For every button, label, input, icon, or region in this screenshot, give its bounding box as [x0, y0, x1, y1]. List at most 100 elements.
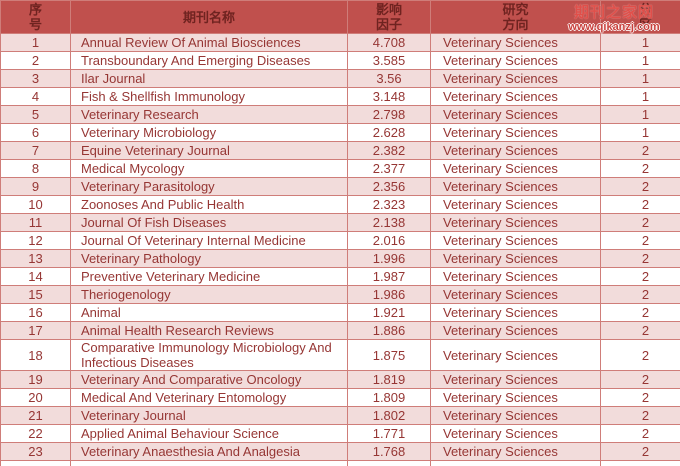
cell-journal-name: Veterinary Journal — [70, 406, 348, 425]
cell-journal-name: Animal — [70, 303, 348, 322]
table-header-row: 序 号 期刊名称 影响 因子 研究 方向 分 区 — [0, 0, 680, 34]
cell-index: 12 — [0, 231, 71, 250]
cell-research-field: Veterinary Sciences — [430, 195, 601, 214]
cell-zone: 2 — [600, 442, 680, 461]
table-row: 15 Theriogenology 1.986 Veterinary Scien… — [0, 285, 680, 304]
cell-index: 11 — [0, 213, 71, 232]
cell-impact-factor: 3.56 — [347, 69, 431, 88]
cell-impact-factor: 1.809 — [347, 388, 431, 407]
table-row: 6 Veterinary Microbiology 2.628 Veterina… — [0, 123, 680, 142]
table-row: 17 Animal Health Research Reviews 1.886 … — [0, 321, 680, 340]
cell-empty — [600, 460, 680, 466]
cell-impact-factor: 1.921 — [347, 303, 431, 322]
cell-impact-factor: 3.148 — [347, 87, 431, 106]
cell-index: 14 — [0, 267, 71, 286]
cell-impact-factor: 2.138 — [347, 213, 431, 232]
cell-research-field: Veterinary Sciences — [430, 442, 601, 461]
cell-research-field: Veterinary Sciences — [430, 424, 601, 443]
table-row: 3 Ilar Journal 3.56 Veterinary Sciences … — [0, 69, 680, 88]
cell-journal-name: Theriogenology — [70, 285, 348, 304]
table-row: 11 Journal Of Fish Diseases 2.138 Veteri… — [0, 213, 680, 232]
cell-zone: 2 — [600, 424, 680, 443]
cell-research-field: Veterinary Sciences — [430, 303, 601, 322]
cell-index: 2 — [0, 51, 71, 70]
cell-research-field: Veterinary Sciences — [430, 177, 601, 196]
table-row: 8 Medical Mycology 2.377 Veterinary Scie… — [0, 159, 680, 178]
cell-zone: 2 — [600, 267, 680, 286]
cell-journal-name: Applied Animal Behaviour Science — [70, 424, 348, 443]
cell-zone: 2 — [600, 177, 680, 196]
column-header-zone: 分 区 — [600, 0, 680, 34]
cell-zone: 2 — [600, 213, 680, 232]
cell-index: 4 — [0, 87, 71, 106]
cell-impact-factor: 2.016 — [347, 231, 431, 250]
cell-impact-factor: 2.323 — [347, 195, 431, 214]
cell-research-field: Veterinary Sciences — [430, 33, 601, 52]
cell-journal-name: Veterinary Anaesthesia And Analgesia — [70, 442, 348, 461]
table-row: 9 Veterinary Parasitology 2.356 Veterina… — [0, 177, 680, 196]
cell-journal-name: Comparative Immunology Microbiology And … — [70, 339, 348, 371]
cell-empty — [347, 460, 431, 466]
cell-journal-name: Preventive Veterinary Medicine — [70, 267, 348, 286]
cell-zone: 2 — [600, 388, 680, 407]
cell-index: 7 — [0, 141, 71, 160]
cell-journal-name: Transboundary And Emerging Diseases — [70, 51, 348, 70]
cell-impact-factor: 2.382 — [347, 141, 431, 160]
cell-research-field: Veterinary Sciences — [430, 87, 601, 106]
cell-zone: 2 — [600, 141, 680, 160]
cell-impact-factor: 1.987 — [347, 267, 431, 286]
table-row: 23 Veterinary Anaesthesia And Analgesia … — [0, 442, 680, 461]
cell-impact-factor: 1.996 — [347, 249, 431, 268]
cell-index: 8 — [0, 159, 71, 178]
cell-zone: 2 — [600, 321, 680, 340]
cell-journal-name: Animal Health Research Reviews — [70, 321, 348, 340]
cell-journal-name: Veterinary Pathology — [70, 249, 348, 268]
cell-impact-factor: 1.875 — [347, 339, 431, 371]
table-row: 18 Comparative Immunology Microbiology A… — [0, 339, 680, 371]
cell-zone: 2 — [600, 195, 680, 214]
table-row-partial — [0, 460, 680, 466]
cell-zone: 2 — [600, 249, 680, 268]
cell-research-field: Veterinary Sciences — [430, 213, 601, 232]
cell-index: 15 — [0, 285, 71, 304]
cell-research-field: Veterinary Sciences — [430, 370, 601, 389]
cell-index: 22 — [0, 424, 71, 443]
cell-index: 23 — [0, 442, 71, 461]
cell-research-field: Veterinary Sciences — [430, 285, 601, 304]
column-header-research-field: 研究 方向 — [430, 0, 601, 34]
cell-research-field: Veterinary Sciences — [430, 231, 601, 250]
cell-zone: 1 — [600, 105, 680, 124]
cell-research-field: Veterinary Sciences — [430, 123, 601, 142]
cell-research-field: Veterinary Sciences — [430, 249, 601, 268]
cell-research-field: Veterinary Sciences — [430, 159, 601, 178]
cell-empty — [0, 460, 71, 466]
cell-zone: 2 — [600, 370, 680, 389]
cell-index: 21 — [0, 406, 71, 425]
cell-journal-name: Veterinary And Comparative Oncology — [70, 370, 348, 389]
cell-zone: 2 — [600, 159, 680, 178]
cell-journal-name: Fish & Shellfish Immunology — [70, 87, 348, 106]
cell-journal-name: Veterinary Parasitology — [70, 177, 348, 196]
cell-index: 3 — [0, 69, 71, 88]
cell-research-field: Veterinary Sciences — [430, 141, 601, 160]
table-row: 4 Fish & Shellfish Immunology 3.148 Vete… — [0, 87, 680, 106]
cell-journal-name: Veterinary Research — [70, 105, 348, 124]
cell-journal-name: Journal Of Fish Diseases — [70, 213, 348, 232]
cell-impact-factor: 2.798 — [347, 105, 431, 124]
table-header: 序 号 期刊名称 影响 因子 研究 方向 分 区 — [0, 0, 680, 34]
column-header-journal-name: 期刊名称 — [70, 0, 348, 34]
cell-impact-factor: 2.628 — [347, 123, 431, 142]
table-row: 19 Veterinary And Comparative Oncology 1… — [0, 370, 680, 389]
cell-zone: 1 — [600, 69, 680, 88]
cell-journal-name: Ilar Journal — [70, 69, 348, 88]
cell-impact-factor: 1.986 — [347, 285, 431, 304]
table-body: 1 Annual Review Of Animal Biosciences 4.… — [0, 33, 680, 466]
cell-research-field: Veterinary Sciences — [430, 406, 601, 425]
table-row: 14 Preventive Veterinary Medicine 1.987 … — [0, 267, 680, 286]
cell-journal-name: Journal Of Veterinary Internal Medicine — [70, 231, 348, 250]
cell-impact-factor: 1.802 — [347, 406, 431, 425]
cell-journal-name: Veterinary Microbiology — [70, 123, 348, 142]
cell-impact-factor: 3.585 — [347, 51, 431, 70]
